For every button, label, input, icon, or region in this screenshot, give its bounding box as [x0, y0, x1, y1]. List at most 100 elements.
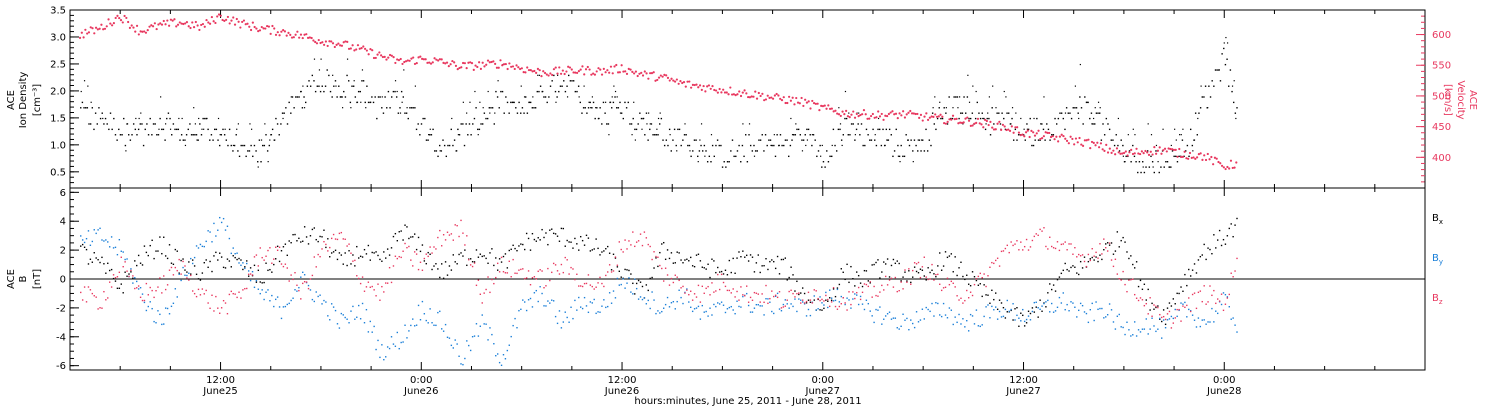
bx-point: [1095, 256, 1097, 258]
by-point: [126, 258, 128, 260]
bz-point: [477, 279, 480, 281]
bx-point: [1012, 319, 1014, 321]
density-point: [821, 166, 823, 168]
bx-point: [529, 249, 532, 251]
bx-point: [1106, 242, 1109, 244]
density-point: [417, 123, 419, 125]
bx-point: [927, 267, 929, 269]
velocity-point: [714, 89, 718, 92]
velocity-point: [622, 70, 625, 73]
by-point: [794, 298, 796, 300]
by-point: [881, 323, 883, 325]
bx-point: [352, 254, 354, 256]
bz-point: [1018, 249, 1020, 251]
velocity-point: [396, 58, 399, 61]
bz-point: [560, 263, 563, 266]
by-point: [137, 288, 140, 290]
density-point: [746, 161, 749, 163]
density-point: [1128, 150, 1131, 152]
density-point: [1047, 128, 1050, 131]
velocity-point: [770, 96, 773, 99]
by-point: [344, 316, 346, 319]
bx-point: [979, 283, 981, 285]
bx-point: [230, 266, 233, 268]
by-point: [444, 323, 447, 326]
density-point: [260, 161, 262, 163]
velocity-point: [704, 90, 707, 93]
density-point: [811, 134, 813, 136]
density-point: [192, 134, 194, 136]
velocity-point: [681, 81, 684, 85]
by-point: [643, 297, 646, 299]
velocity-point: [1147, 153, 1151, 156]
density-point: [443, 144, 446, 147]
bz-point: [1076, 256, 1078, 258]
bz-point: [732, 288, 734, 290]
velocity-point: [1074, 137, 1078, 140]
bz-point: [670, 277, 673, 280]
bz-point: [900, 281, 902, 283]
bz-point: [1168, 310, 1171, 313]
density-point: [1199, 107, 1202, 109]
velocity-point: [951, 114, 955, 117]
bx-point: [535, 240, 537, 242]
density-point: [1072, 107, 1074, 109]
bz-point: [1141, 299, 1144, 301]
density-point: [1223, 42, 1225, 44]
by-point: [257, 288, 260, 290]
bz-point: [1023, 245, 1026, 248]
bx-point: [755, 262, 758, 264]
bz-point: [410, 259, 412, 261]
bx-point: [763, 265, 765, 267]
velocity-point: [828, 107, 832, 110]
bx-point: [1072, 265, 1074, 267]
bz-point: [217, 307, 219, 309]
bz-point: [927, 278, 929, 281]
bx-point: [224, 267, 227, 269]
by-point: [415, 324, 418, 326]
density-point: [169, 128, 172, 130]
density-point: [548, 96, 550, 98]
density-point: [470, 134, 472, 136]
velocity-point: [267, 25, 270, 28]
bz-point: [1157, 306, 1159, 309]
density-point: [237, 123, 239, 125]
density-point: [1221, 53, 1223, 55]
by-point: [827, 306, 829, 309]
bx-point: [1133, 267, 1136, 269]
density-ytick-label: 2.0: [50, 86, 66, 97]
density-point: [486, 117, 489, 120]
bz-point: [850, 303, 852, 306]
velocity-point: [378, 51, 381, 54]
density-point: [738, 144, 740, 147]
bx-point: [1112, 253, 1115, 255]
density-point: [1005, 96, 1007, 98]
density-point: [993, 123, 995, 125]
bz-point: [303, 280, 306, 283]
bz-point: [956, 295, 958, 297]
density-point: [637, 123, 639, 125]
density-point: [735, 155, 737, 158]
density-point: [842, 134, 845, 136]
bx-point: [184, 269, 186, 271]
by-point: [549, 302, 551, 304]
bx-point: [259, 281, 261, 283]
by-point: [342, 314, 344, 316]
bz-point: [385, 282, 387, 284]
bz-point: [792, 292, 794, 295]
bz-point: [311, 274, 314, 277]
density-point: [198, 117, 200, 120]
density-ylabel-line1: ACE: [6, 90, 17, 110]
density-point: [1166, 161, 1169, 163]
bz-point: [942, 287, 945, 289]
density-point: [641, 128, 643, 130]
bz-point: [408, 245, 410, 248]
bx-point: [1155, 306, 1157, 309]
by-point: [888, 311, 891, 313]
bz-point: [487, 276, 489, 278]
bx-point: [358, 257, 360, 259]
velocity-point: [723, 91, 727, 94]
density-point: [988, 117, 990, 120]
bz-point: [1097, 257, 1099, 259]
density-point: [799, 134, 802, 136]
